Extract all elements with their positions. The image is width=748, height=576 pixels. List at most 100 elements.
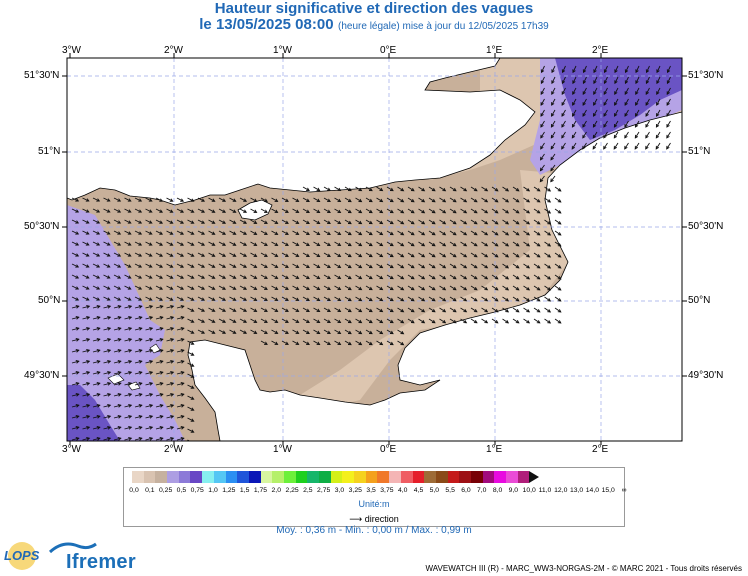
direction-arrow — [645, 120, 650, 128]
direction-arrow-head — [75, 327, 80, 331]
direction-arrow — [460, 307, 467, 313]
direction-arrow-head — [656, 80, 660, 85]
direction-arrow — [187, 351, 194, 356]
direction-arrow — [124, 316, 132, 320]
direction-arrow — [540, 164, 545, 171]
direction-arrow — [82, 382, 90, 386]
direction-arrow-head — [222, 308, 227, 312]
direction-arrow — [439, 296, 446, 302]
direction-arrow — [92, 382, 100, 386]
direction-arrow — [646, 65, 650, 73]
direction-arrow — [71, 285, 79, 290]
direction-arrow-head — [128, 327, 133, 331]
direction-arrow — [239, 219, 247, 224]
direction-arrow — [439, 318, 446, 324]
direction-arrow — [208, 230, 215, 235]
direction-arrow-head — [107, 327, 112, 331]
direction-arrow-head — [117, 316, 122, 320]
direction-arrow-head — [86, 393, 91, 397]
direction-arrow-head — [442, 275, 447, 280]
direction-arrow — [113, 393, 121, 397]
direction-arrow-head — [347, 319, 352, 324]
direction-arrow-head — [526, 243, 531, 247]
direction-arrow — [176, 437, 184, 441]
direction-arrow-head — [379, 253, 384, 258]
direction-arrow-head — [170, 393, 175, 397]
direction-arrow-head — [410, 231, 415, 236]
direction-arrow — [239, 208, 247, 213]
direction-arrow — [334, 285, 341, 290]
direction-arrow-head — [368, 330, 373, 335]
direction-arrow-head — [86, 360, 91, 364]
direction-arrow-head — [421, 187, 426, 192]
lon-label-bottom-2w: 2°W — [164, 444, 183, 455]
direction-arrow — [134, 219, 142, 224]
direction-arrow — [554, 230, 562, 236]
direction-arrow-head — [264, 330, 268, 334]
direction-arrow — [124, 437, 132, 441]
direction-arrow — [82, 230, 89, 235]
direction-arrow — [103, 327, 111, 331]
direction-arrow-head — [190, 319, 195, 323]
direction-arrow — [544, 241, 551, 247]
direction-arrow — [187, 307, 194, 312]
direction-arrow-head — [452, 220, 457, 225]
direction-arrow-head — [253, 275, 258, 279]
direction-arrow — [313, 186, 320, 191]
direction-arrow — [533, 252, 541, 258]
direction-arrow — [124, 296, 131, 301]
direction-arrow-head — [264, 286, 268, 290]
direction-arrow-head — [127, 297, 132, 301]
lat-label-right-50: 50°N — [688, 295, 711, 306]
direction-arrow — [103, 263, 110, 268]
direction-arrow-head — [85, 286, 90, 290]
direction-arrow — [113, 241, 121, 246]
direction-arrow — [134, 208, 142, 213]
direction-arrow-head — [138, 231, 143, 235]
direction-arrow — [113, 437, 121, 441]
direction-arrow — [145, 316, 153, 320]
direction-arrow-head — [316, 308, 321, 312]
direction-arrow — [502, 296, 509, 302]
direction-arrow — [656, 65, 661, 73]
direction-arrow — [292, 230, 299, 235]
direction-arrow — [124, 252, 131, 257]
direction-arrow — [491, 241, 499, 247]
direction-arrow — [386, 274, 394, 279]
direction-arrow-head — [666, 102, 670, 106]
direction-arrow — [550, 164, 556, 171]
direction-arrow-head — [484, 264, 489, 269]
direction-arrow-head — [624, 113, 628, 117]
direction-arrow — [260, 340, 268, 345]
direction-arrow — [260, 263, 268, 268]
direction-arrow-head — [107, 382, 112, 386]
direction-arrow — [667, 65, 671, 73]
direction-arrow — [187, 417, 194, 422]
direction-arrow-head — [505, 220, 510, 225]
direction-arrow-head — [127, 275, 132, 279]
direction-arrow — [554, 307, 562, 313]
direction-arrow-head — [96, 198, 101, 202]
direction-arrow — [260, 296, 268, 301]
direction-arrow-head — [505, 308, 510, 313]
direction-arrow — [82, 208, 89, 213]
direction-arrow-head — [431, 253, 436, 258]
direction-arrow-head — [550, 178, 554, 183]
direction-arrow-head — [624, 91, 628, 96]
direction-arrow — [418, 230, 425, 236]
direction-arrow-head — [243, 275, 248, 279]
direction-arrow-head — [614, 91, 618, 96]
direction-arrow-head — [358, 198, 363, 203]
direction-arrow — [533, 219, 541, 225]
direction-arrow — [593, 87, 598, 95]
direction-arrow-head — [128, 404, 133, 408]
direction-arrow — [397, 197, 404, 203]
direction-arrow-head — [159, 242, 164, 246]
direction-arrow — [460, 274, 467, 280]
direction-arrow — [533, 296, 541, 302]
direction-arrow — [439, 285, 446, 291]
direction-arrow — [145, 338, 153, 342]
direction-arrow-head — [410, 275, 415, 280]
direction-arrow-head — [582, 113, 586, 117]
direction-arrow — [92, 263, 100, 268]
